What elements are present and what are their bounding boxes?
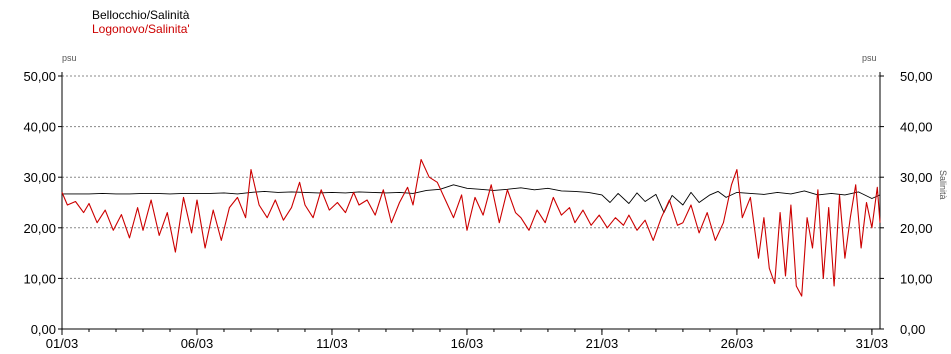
y-tick-label-right: 50,00 [900,69,933,84]
series-line-logonovo [61,158,881,297]
x-tick-label: 16/03 [451,336,484,351]
x-tick-label: 11/03 [316,336,348,351]
y-tick-label-left: 0,00 [31,322,56,337]
y-tick-label-left: 40,00 [23,120,56,135]
y-tick-label-right: 30,00 [900,170,933,185]
x-tick-label: 31/03 [856,336,889,351]
legend-entry-logonovo: Logonovo/Salinita' [92,22,190,36]
y-tick-label-left: 30,00 [23,170,56,185]
legend-entry-bellocchio: Bellocchio/Salinità [92,8,190,22]
x-tick-label: 01/03 [46,336,79,351]
y-tick-label-left: 20,00 [23,221,56,236]
series-line-bellocchio [62,184,881,214]
y-tick-label-right: 10,00 [900,271,933,286]
x-tick-label: 21/03 [586,336,619,351]
left-axis-unit: psu [62,53,77,63]
y-tick-label-left: 50,00 [23,69,56,84]
y-tick-label-right: 0,00 [900,322,925,337]
y-tick-label-left: 10,00 [23,271,56,286]
right-axis-unit: psu [862,53,877,63]
x-tick-label: 26/03 [721,336,754,351]
y-tick-label-right: 40,00 [900,120,933,135]
legend: Bellocchio/Salinità Logonovo/Salinita' [92,8,190,36]
y-tick-label-right: 20,00 [900,221,933,236]
x-tick-label: 06/03 [181,336,214,351]
